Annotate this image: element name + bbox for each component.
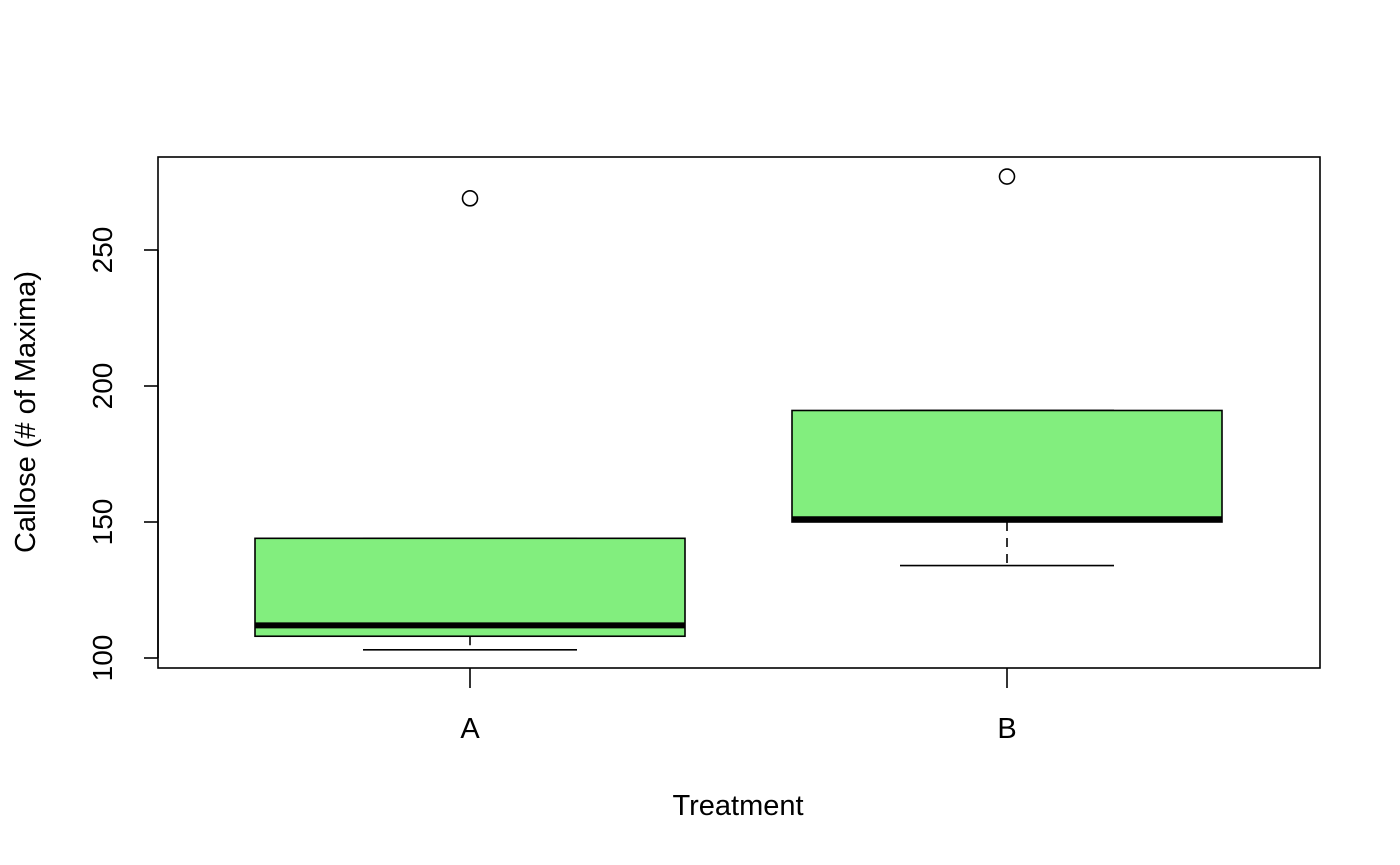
- y-tick-label: 150: [87, 499, 118, 546]
- box-marks: [254, 168, 1223, 651]
- box-iqr: [791, 409, 1223, 523]
- y-tick-label: 200: [87, 363, 118, 410]
- y-axis-label: Callose (# of Maxima): [10, 271, 42, 553]
- y-axis: 100 150 200 250: [87, 227, 159, 682]
- y-tick-label: 250: [87, 227, 118, 274]
- outlier-point: [461, 190, 479, 207]
- x-tick-label: A: [460, 713, 480, 745]
- y-tick-label: 100: [87, 635, 118, 682]
- box-iqr: [254, 537, 686, 638]
- x-tick-label: B: [997, 713, 1016, 745]
- x-axis-label: Treatment: [672, 790, 803, 822]
- box-group-b: [791, 168, 1223, 567]
- box-group-a: [254, 190, 686, 651]
- outlier-point: [998, 168, 1016, 185]
